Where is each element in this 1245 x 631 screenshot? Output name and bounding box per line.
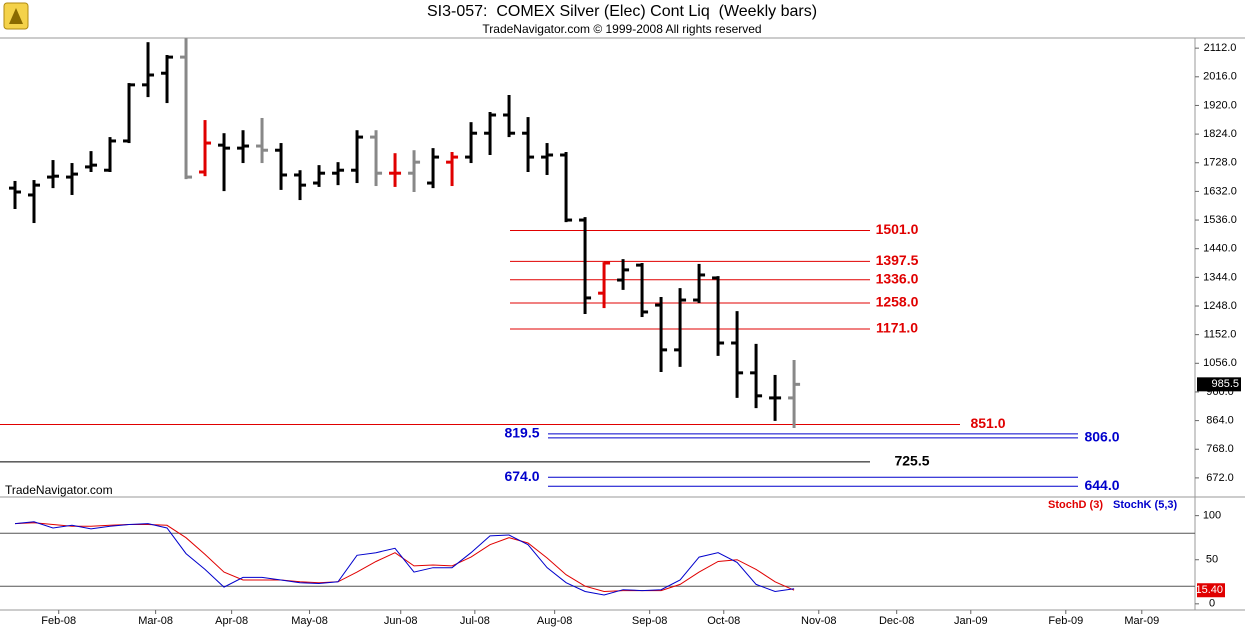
x-tick-label: Dec-08: [879, 615, 914, 627]
y-tick-label: 1248.0: [1203, 300, 1237, 312]
y-tick-label: 1440.0: [1203, 243, 1237, 255]
legend-label: StochK (5,3): [1113, 499, 1178, 511]
y-tick-label: 1824.0: [1203, 128, 1237, 140]
y-tick-label: 1536.0: [1203, 214, 1237, 226]
y-tick-label: 2016.0: [1203, 71, 1237, 83]
x-tick-label: Aug-08: [537, 615, 572, 627]
y-tick-label: 100: [1203, 510, 1221, 522]
level-label: 1501.0: [876, 221, 919, 237]
level-label: 1258.0: [876, 294, 919, 310]
level-label: 644.0: [1084, 477, 1119, 493]
last-value-box: [1197, 583, 1225, 598]
x-tick-label: Mar-08: [138, 615, 173, 627]
y-tick-label: 1632.0: [1203, 185, 1237, 197]
last-value-label: 15.40: [1195, 584, 1223, 596]
x-tick-label: May-08: [291, 615, 328, 627]
stoch-line: [14, 521, 795, 596]
x-tick-label: Sep-08: [632, 615, 667, 627]
last-price-box: [1197, 377, 1241, 392]
legend-label: StochD (3): [1048, 499, 1103, 511]
chart-title: SI3-057: COMEX Silver (Elec) Cont Liq (W…: [427, 3, 817, 20]
y-tick-label: 1344.0: [1203, 271, 1237, 283]
y-tick-label: 0: [1209, 598, 1215, 610]
x-tick-label: Jan-09: [954, 615, 988, 627]
level-label: 1171.0: [876, 320, 918, 336]
level-label: 1336.0: [876, 270, 919, 286]
x-tick-label: Feb-08: [41, 615, 76, 627]
y-tick-label: 1728.0: [1203, 157, 1237, 169]
stoch-line: [14, 522, 795, 593]
x-tick-label: Mar-09: [1124, 615, 1159, 627]
watermark: TradeNavigator.com: [5, 483, 113, 497]
y-tick-label: 50: [1206, 554, 1218, 566]
y-tick-label: 768.0: [1206, 443, 1234, 455]
level-label: 1397.5: [876, 252, 919, 268]
x-tick-label: Feb-09: [1048, 615, 1083, 627]
x-tick-label: Nov-08: [801, 615, 836, 627]
y-tick-label: 864.0: [1206, 415, 1234, 427]
level-label: 725.5: [894, 453, 929, 469]
level-label: 806.0: [1084, 429, 1119, 445]
x-tick-label: Apr-08: [215, 615, 248, 627]
level-label: 819.5: [504, 425, 539, 441]
y-tick-label: 1152.0: [1204, 329, 1237, 341]
level-label: 851.0: [970, 415, 1005, 431]
y-tick-label: 1056.0: [1203, 357, 1237, 369]
x-tick-label: Jul-08: [460, 615, 490, 627]
y-tick-label: 1920.0: [1203, 99, 1237, 111]
last-price-label: 985.5: [1211, 378, 1239, 390]
y-tick-label: 672.0: [1206, 472, 1234, 484]
logo: [3, 2, 29, 30]
x-tick-label: Jun-08: [384, 615, 418, 627]
x-tick-label: Oct-08: [707, 615, 740, 627]
chart-subtitle: TradeNavigator.com © 1999-2008 All right…: [482, 22, 761, 36]
y-tick-label: 2112.0: [1204, 42, 1237, 54]
level-label: 674.0: [504, 468, 539, 484]
